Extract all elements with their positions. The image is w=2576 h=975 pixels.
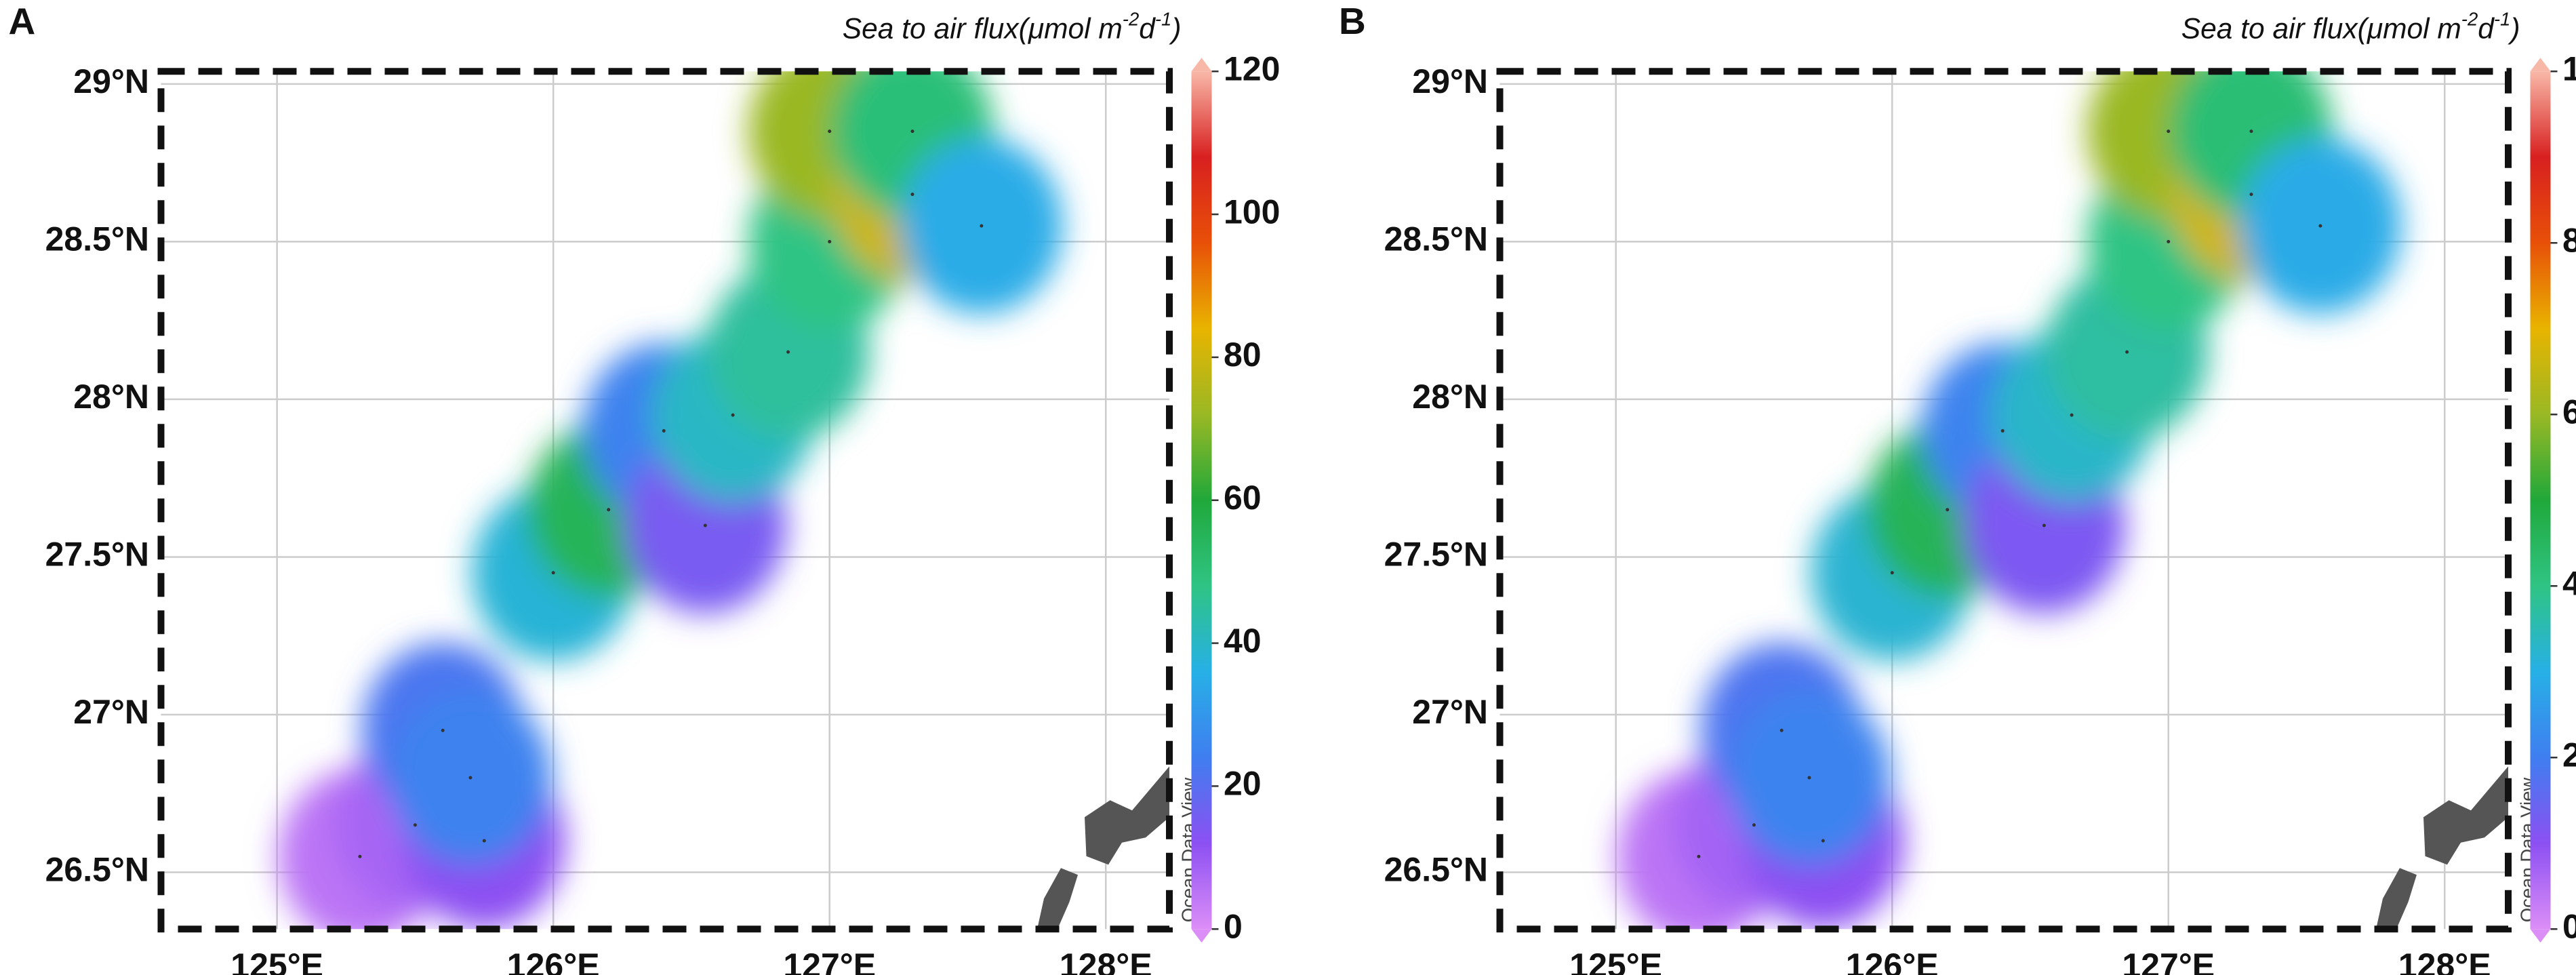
- station: [2125, 350, 2129, 354]
- panel: B 125°E 126°E 127°E 128°E 26.5°N 27°N 27.5°N 28°…: [1339, 0, 2576, 975]
- colorbar-title-part: -2: [2461, 8, 2478, 29]
- flux-field: [278, 71, 1063, 930]
- station: [358, 854, 362, 858]
- colorbar-end: [1191, 929, 1212, 943]
- y-tick-label: 26.5°N: [45, 851, 149, 889]
- station: [2000, 429, 2005, 433]
- station: [607, 508, 611, 512]
- station: [2318, 224, 2322, 228]
- station: [1946, 508, 1950, 512]
- station: [1821, 839, 1825, 843]
- colorbar-tick-label: 100: [2562, 49, 2576, 87]
- station: [2070, 413, 2074, 417]
- colorbar: [2530, 71, 2551, 930]
- station: [413, 823, 417, 827]
- colorbar-tick-label: 20: [1224, 765, 1262, 803]
- land: [2376, 868, 2417, 930]
- station: [662, 429, 666, 433]
- station: [468, 776, 472, 780]
- x-tick-label: 125°E: [1569, 947, 1662, 975]
- y-tick-label: 27°N: [1412, 693, 1488, 731]
- station: [2167, 239, 2171, 243]
- x-tick-label: 128°E: [1060, 947, 1152, 975]
- colorbar-title: Sea to air flux(μmol m-2d-1): [843, 8, 1182, 45]
- colorbar-tick-label: 80: [1224, 336, 1262, 374]
- panel-label: A: [9, 0, 36, 42]
- station: [910, 130, 914, 134]
- station: [2167, 130, 2171, 134]
- colorbar-tick-label: 20: [2562, 736, 2576, 774]
- station: [1807, 776, 1811, 780]
- land: [1085, 766, 1169, 865]
- station: [2249, 193, 2253, 197]
- colorbar-title-part: ): [1168, 13, 1181, 45]
- y-tick-label: 29°N: [1412, 62, 1488, 100]
- colorbar-title-part: -1: [1155, 8, 1171, 29]
- y-tick-label: 29°N: [73, 62, 149, 100]
- colorbar-tick-label: 60: [1224, 479, 1262, 517]
- station: [910, 193, 914, 197]
- colorbar-title-part: μmol m: [1028, 13, 1123, 45]
- colorbar-title-part: Sea to air flux(: [843, 13, 1031, 45]
- colorbar-tick-label: 0: [1224, 907, 1243, 945]
- station: [551, 571, 555, 575]
- station: [703, 523, 707, 528]
- colorbar-title-part: -1: [2494, 8, 2510, 29]
- colorbar-tick-label: 80: [2562, 221, 2576, 259]
- colorbar-tick-label: 120: [1224, 49, 1280, 87]
- station: [980, 224, 984, 228]
- station: [731, 413, 735, 417]
- colorbar-title-part: ): [2507, 13, 2520, 45]
- station: [828, 239, 832, 243]
- station: [1752, 823, 1756, 827]
- land: [1037, 868, 1078, 930]
- station: [828, 130, 832, 134]
- x-tick-label: 128°E: [2398, 947, 2491, 975]
- y-tick-label: 28°N: [73, 378, 149, 416]
- x-tick-label: 127°E: [2122, 947, 2215, 975]
- x-tick-label: 126°E: [1846, 947, 1939, 975]
- station: [1779, 728, 1784, 732]
- y-tick-label: 28.5°N: [45, 220, 149, 258]
- y-tick-label: 26.5°N: [1384, 851, 1488, 889]
- colorbar-tick-label: 100: [1224, 193, 1280, 231]
- colorbar-title-part: d: [1139, 13, 1156, 45]
- station: [2042, 523, 2046, 528]
- y-tick-label: 28.5°N: [1384, 220, 1488, 258]
- station: [1697, 854, 1701, 858]
- colorbar-tick-label: 60: [2562, 393, 2576, 431]
- y-tick-label: 27°N: [73, 693, 149, 731]
- colorbar-tick-label: 40: [1224, 622, 1262, 660]
- colorbar: [1191, 71, 1212, 930]
- colorbar-title-part: μmol m: [2367, 13, 2461, 45]
- colorbar-title-part: -2: [1123, 8, 1139, 29]
- x-tick-label: 125°E: [230, 947, 323, 975]
- station: [2249, 130, 2253, 134]
- y-tick-label: 27.5°N: [45, 536, 149, 574]
- station: [482, 839, 486, 843]
- flux-field: [1617, 71, 2402, 930]
- colorbar-tick-label: 40: [2562, 564, 2576, 602]
- colorbar-title-part: d: [2478, 13, 2495, 45]
- colorbar-title: Sea to air flux(μmol m-2d-1): [2181, 8, 2520, 45]
- panel-label: B: [1339, 0, 1366, 42]
- x-tick-label: 126°E: [507, 947, 600, 975]
- station: [441, 728, 445, 732]
- panel: A 125°E 126°E 127°E 128°E 26.5°N 27°N 27.5°N 28°…: [9, 0, 1281, 975]
- colorbar-end: [1191, 58, 1212, 72]
- y-tick-label: 28°N: [1412, 378, 1488, 416]
- y-tick-label: 27.5°N: [1384, 536, 1488, 574]
- map-frame: [1496, 68, 2512, 933]
- x-tick-label: 127°E: [783, 947, 876, 975]
- station: [786, 350, 790, 354]
- station: [1890, 571, 1894, 575]
- map-frame: [157, 68, 1173, 933]
- colorbar-end: [2530, 58, 2551, 72]
- colorbar-end: [2530, 929, 2551, 943]
- colorbar-title-part: Sea to air flux(: [2181, 13, 2370, 45]
- land: [2423, 766, 2508, 865]
- colorbar-tick-label: 0: [2562, 907, 2576, 945]
